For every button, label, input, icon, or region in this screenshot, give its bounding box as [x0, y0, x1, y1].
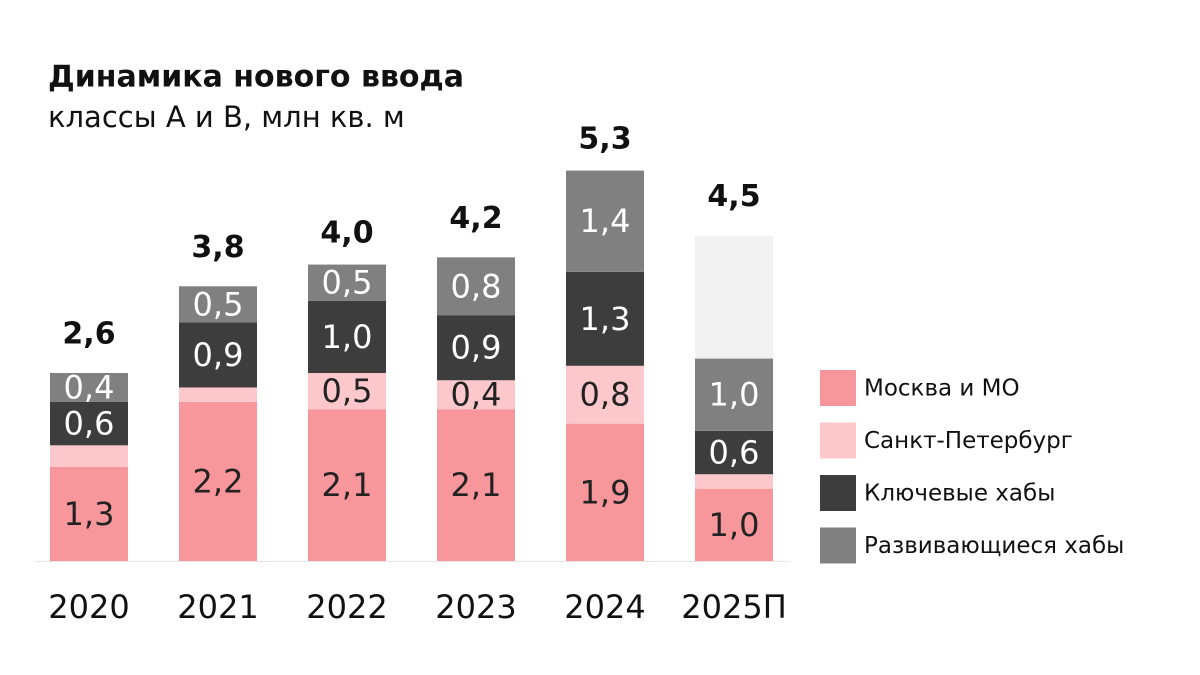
value-label: 1,0	[709, 506, 760, 544]
chart-title: Динамика нового ввода	[48, 60, 464, 95]
value-label: 1,0	[709, 376, 760, 414]
value-label: 0,6	[64, 405, 115, 443]
chart-subtitle: классы А и В, млн кв. м	[48, 100, 405, 134]
value-label: 0,4	[451, 376, 502, 414]
total-label: 3,8	[191, 230, 244, 265]
bar-segment	[695, 474, 773, 489]
value-label: 0,9	[451, 329, 502, 367]
legend-label: Санкт-Петербург	[864, 428, 1073, 454]
x-tick-label: 2024	[564, 588, 645, 626]
bar-segment	[308, 300, 386, 374]
bar-segment	[695, 358, 773, 431]
bar-segment	[50, 445, 128, 468]
x-tick-label: 2025П	[681, 588, 787, 626]
value-label: 1,4	[580, 202, 631, 240]
x-tick-label: 2023	[435, 588, 516, 626]
bar-segment	[437, 409, 515, 561]
bar-segment	[179, 322, 257, 388]
total-label: 2,6	[62, 317, 115, 352]
bar-segment	[437, 257, 515, 316]
value-label: 1,0	[322, 318, 373, 356]
bar-segment	[308, 264, 386, 301]
bar-segment	[308, 373, 386, 410]
legend-swatch	[820, 527, 856, 564]
total-label: 4,0	[320, 215, 373, 250]
bar-segment	[50, 401, 128, 446]
bar-segment	[437, 315, 515, 381]
bar-segment	[566, 423, 644, 561]
x-tick-label: 2020	[48, 588, 129, 626]
bar-segment	[437, 380, 515, 410]
value-label: 1,3	[580, 300, 631, 338]
legend-swatch	[820, 370, 856, 406]
value-label: 2,2	[193, 462, 244, 500]
bar-segment	[179, 401, 257, 561]
bar-segment	[50, 373, 128, 402]
bar-segment	[566, 365, 644, 424]
value-label: 0,8	[451, 267, 502, 305]
bar-segment	[695, 488, 773, 561]
bar-segment	[179, 387, 257, 402]
legend-label: Ключевые хабы	[864, 481, 1055, 507]
bar-segment	[50, 467, 128, 561]
value-label: 0,4	[64, 368, 115, 406]
value-label: 0,5	[322, 372, 373, 410]
bar-segment	[695, 430, 773, 475]
value-label: 2,1	[451, 466, 502, 504]
bar-segment	[566, 170, 644, 272]
legend-label: Москва и МО	[864, 376, 1020, 402]
total-label: 4,5	[707, 179, 760, 214]
bar-segment	[695, 235, 773, 359]
x-tick-label: 2022	[306, 588, 387, 626]
value-label: 0,5	[322, 264, 373, 302]
legend-swatch	[820, 422, 856, 459]
value-label: 0,9	[193, 336, 244, 374]
legend-swatch	[820, 475, 856, 511]
value-label: 0,8	[580, 376, 631, 414]
total-label: 4,2	[449, 201, 502, 236]
value-label: 1,9	[580, 473, 631, 511]
value-label: 1,3	[64, 495, 115, 533]
value-label: 0,6	[709, 434, 760, 472]
value-label: 2,1	[322, 466, 373, 504]
bar-segment	[308, 409, 386, 561]
bar-segment	[566, 271, 644, 366]
total-label: 5,3	[578, 121, 631, 156]
legend-label: Развивающиеся хабы	[864, 533, 1124, 559]
x-tick-label: 2021	[177, 588, 258, 626]
value-label: 0,5	[193, 285, 244, 323]
bar-segment	[179, 286, 257, 323]
